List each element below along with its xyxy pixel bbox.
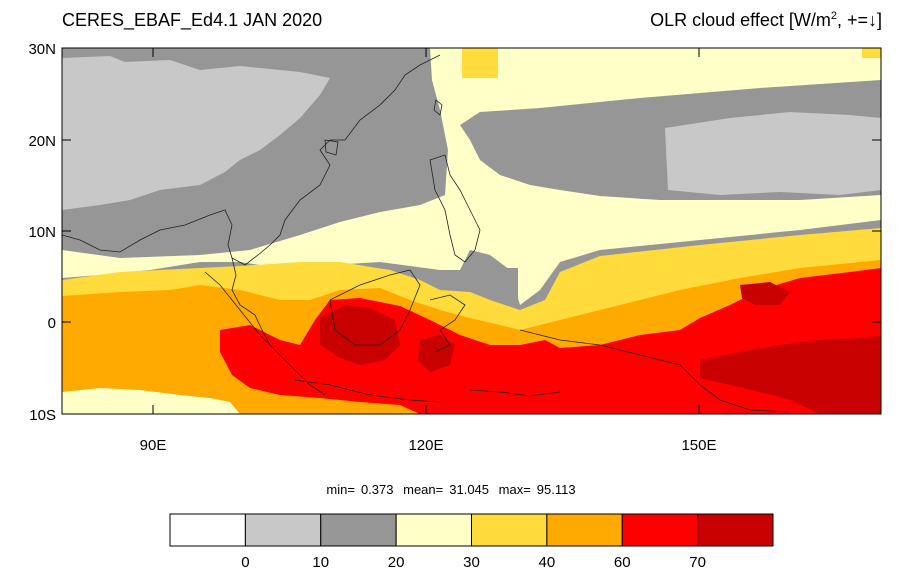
colorbar-tick-label-0: 0	[241, 554, 249, 571]
lat-label-10s: 10S	[29, 407, 56, 424]
region-dark-red-east	[700, 336, 881, 414]
field-statistics: min= 0.373 mean= 31.045 max= 95.113	[0, 482, 902, 497]
region-pale-yellow	[62, 48, 881, 305]
colorbar-swatch-6	[621, 513, 699, 547]
coastline-mainland	[62, 54, 441, 266]
colorbar-tick-label-3: 30	[463, 554, 480, 571]
colorbar-swatch-3	[395, 513, 472, 547]
lon-label-90e: 90E	[140, 437, 167, 454]
heatmap-field	[62, 48, 881, 414]
region-dark-red-mid	[418, 335, 455, 372]
colorbar-tick-label-2: 20	[388, 554, 405, 571]
patch-yellow-north	[462, 48, 498, 78]
lat-label-10n: 10N	[28, 224, 56, 241]
colorbar: 0 10 20 30 40 60 70	[169, 513, 774, 571]
variable-name: OLR cloud effect [W/m	[650, 10, 831, 30]
coastline-sumatra	[204, 271, 326, 396]
colorbar-tick-label-1: 10	[312, 554, 329, 571]
coastline-philippines	[429, 154, 481, 263]
region-dark-red	[320, 305, 400, 365]
stat-mean-value: 31.045	[449, 482, 490, 497]
region-pale-yellow-southwest	[62, 388, 240, 414]
coastline-java	[294, 379, 441, 403]
colorbar-swatch-0	[169, 513, 246, 547]
coastline-taiwan	[433, 99, 443, 116]
unit-exponent: 2	[830, 10, 837, 22]
colorbar-tick-label-6: 70	[689, 554, 706, 571]
lat-ticks	[62, 47, 881, 415]
colorbar-swatch-7	[697, 513, 774, 547]
lon-label-150e: 150E	[681, 437, 716, 454]
lon-label-120e: 120E	[408, 437, 443, 454]
stat-max-value: 95.113	[536, 482, 576, 497]
colorbar-swatch-4	[471, 513, 548, 547]
coastline-new-guinea	[519, 329, 791, 413]
lat-label-0: 0	[48, 315, 56, 332]
colorbar-swatch-1	[244, 513, 322, 547]
colorbar-swatch-2	[320, 513, 397, 547]
lat-label-20n: 20N	[28, 133, 56, 150]
colorbar-tick-label-5: 60	[614, 554, 631, 571]
colorbar-swatch-5	[546, 513, 623, 547]
coastline-borneo	[329, 269, 421, 346]
stat-max-label: max=	[498, 482, 531, 497]
coastline-hainan	[324, 139, 339, 156]
stat-mean-label: mean=	[403, 482, 444, 497]
stat-min-value: 0.373	[360, 482, 394, 497]
sign-convention: , +=↓]	[836, 10, 882, 30]
stat-min-label: min=	[326, 482, 355, 497]
region-light-gray-northeast	[665, 112, 881, 195]
region-light-gray-northwest	[62, 56, 330, 210]
patch-gray-small	[498, 268, 518, 302]
lat-label-30n: 30N	[28, 41, 56, 58]
colorbar-tick-label-4: 40	[539, 554, 556, 571]
coastlines	[62, 54, 791, 413]
patch-yellow-corner	[862, 48, 881, 58]
coastline-timor	[469, 389, 561, 397]
lon-ticks	[152, 48, 700, 414]
region-dark-red-ne	[740, 282, 790, 305]
map-variable-title: OLR cloud effect [W/m2, +=↓]	[650, 10, 882, 31]
coastline-sulawesi	[429, 294, 466, 353]
coastline-peninsula	[231, 257, 271, 346]
map-title: CERES_EBAF_Ed4.1 JAN 2020	[62, 10, 323, 30]
